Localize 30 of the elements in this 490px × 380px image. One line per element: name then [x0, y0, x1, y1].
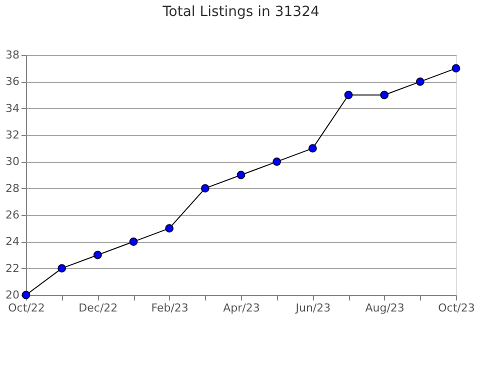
x-tick-label: Aug/23	[365, 302, 404, 314]
y-tick-label: 36	[6, 75, 20, 88]
point	[93, 250, 102, 260]
y-tick-label: 22	[6, 262, 20, 275]
x-tick-label: Oct/22	[8, 302, 45, 314]
x-tick-label: Oct/23	[438, 302, 475, 314]
y-tick-label: 38	[6, 48, 20, 62]
y-tick-label: 24	[6, 235, 20, 248]
point	[165, 224, 174, 233]
x-tick-label: Feb/23	[151, 302, 188, 314]
point	[380, 90, 389, 100]
point	[344, 90, 353, 100]
y-tick-label: 26	[6, 208, 20, 222]
point	[308, 144, 317, 153]
y-tick-label: 20	[6, 288, 20, 302]
point	[58, 264, 66, 273]
y-tick-label: 30	[6, 155, 20, 168]
point	[272, 157, 282, 166]
chart-title: Total Listings in 31324	[162, 4, 320, 20]
x-tick-label: Dec/22	[78, 302, 118, 314]
x-tick-label: Apr/23	[223, 302, 260, 314]
point	[416, 77, 424, 86]
point	[200, 184, 210, 193]
x-tick-label: Jun/23	[294, 302, 331, 314]
point	[129, 237, 138, 246]
y-tick-label: 34	[6, 102, 20, 115]
y-tick-label: 32	[6, 128, 20, 142]
point	[236, 170, 246, 180]
y-tick-label: 28	[6, 182, 20, 195]
point	[452, 64, 460, 73]
